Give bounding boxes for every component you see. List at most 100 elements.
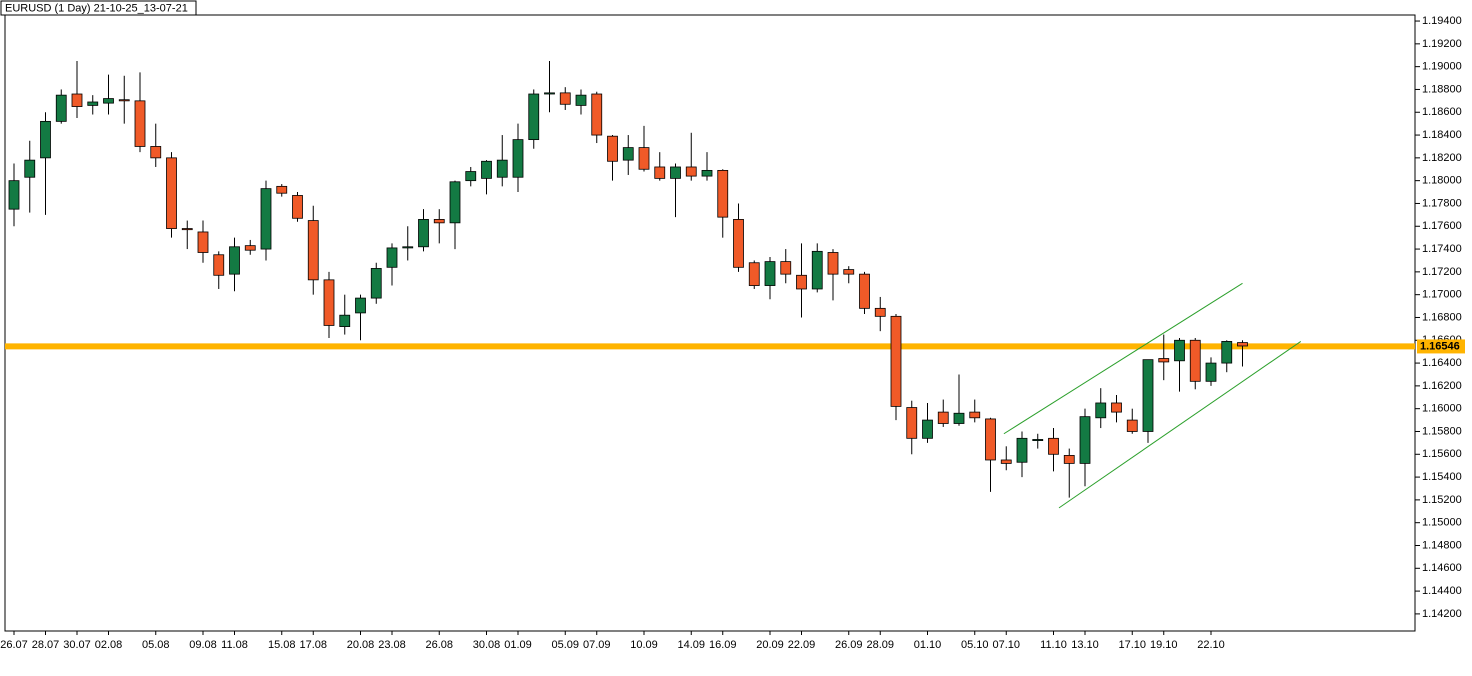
x-tick-label: 16.09 [709,639,737,651]
plot-frame [4,14,1416,632]
candle-body [386,247,398,268]
x-tick-label: 07.09 [583,639,611,651]
y-tick-label: 1.15400 [1422,471,1462,483]
candle-body [402,246,414,249]
candle-body [922,419,933,439]
candle-body [906,407,918,439]
candle-body [134,100,146,147]
x-tick-label: 11.10 [1040,639,1067,651]
candle-body [244,245,256,251]
last-price-tag [1417,339,1465,354]
x-tick-label: 30.08 [473,639,501,651]
y-tick-label: 1.19000 [1422,61,1462,73]
y-tick-label: 1.14800 [1422,539,1462,551]
candle-body [8,180,20,210]
candle-body [748,262,760,286]
y-tick-label: 1.15200 [1422,494,1462,506]
candle-body [1048,437,1059,455]
candle-body [213,254,225,276]
candle-body [874,307,886,317]
candle-body [1142,359,1154,432]
candle-body [937,411,949,424]
y-tick-label: 1.17600 [1422,220,1462,232]
candle-body [1032,439,1044,442]
candle-body [323,279,335,326]
candle-body [685,166,697,177]
candle-body [1016,437,1028,463]
candle-body [559,92,571,105]
candle-body [1126,419,1138,432]
y-tick-label: 1.18200 [1422,152,1462,164]
y-tick-label: 1.15600 [1422,448,1462,460]
candle-body [607,135,618,162]
candle-body [1205,362,1217,382]
candle-body [544,92,555,95]
candle-body [166,157,177,229]
candle-body [969,411,981,419]
last-price-label: 1.16546 [1420,340,1460,352]
x-tick-label: 28.09 [866,639,894,651]
x-tick-label: 26.08 [425,639,453,651]
candle-body [481,160,492,179]
x-tick-label: 26.09 [835,639,863,651]
candle-body [717,169,729,218]
x-tick-label: 09.08 [189,639,217,651]
candle-body [55,94,67,122]
x-tick-label: 10.09 [630,639,658,651]
x-tick-label: 20.08 [347,639,375,651]
y-tick-label: 1.16800 [1422,311,1462,323]
candle-body [292,195,303,219]
candle-body [150,146,162,159]
candle-body [339,314,351,327]
y-tick-label: 1.14200 [1422,608,1462,620]
candle-body [355,297,366,314]
candle-body [985,418,996,461]
candle-body [764,261,776,286]
candle-body [670,166,681,179]
y-tick-label: 1.15800 [1422,425,1462,437]
x-tick-label: 26.07 [0,639,28,651]
y-tick-label: 1.17400 [1422,243,1462,255]
x-tick-label: 23.08 [378,639,406,651]
candle-body [307,220,319,281]
y-tick-label: 1.14400 [1422,585,1462,597]
y-tick-label: 1.19400 [1422,15,1462,27]
candle-body [1079,416,1091,464]
candle-body [40,120,51,159]
y-tick-label: 1.18000 [1422,175,1462,187]
candle-body [276,185,288,194]
candle-body [638,147,650,170]
candle-body [1095,402,1107,419]
x-tick-label: 15.08 [268,639,296,651]
chart-title: EURUSD (1 Day) 21-10-25_13-07-21 [5,2,188,14]
candle-body [418,219,429,248]
y-tick-label: 1.14600 [1422,562,1462,574]
candle-body [890,315,902,407]
candle-body [260,188,272,250]
candle-body [118,99,130,102]
candle-body [197,231,209,253]
candle-body [1189,339,1201,382]
candle-body [181,228,193,231]
x-tick-label: 11.08 [221,639,248,651]
candle-body [859,273,870,309]
x-tick-label: 01.10 [914,639,942,651]
candle-body [1111,402,1122,413]
candle-body [1063,455,1075,464]
candle-body [733,219,744,268]
y-tick-label: 1.16400 [1422,357,1462,369]
y-tick-label: 1.19200 [1422,38,1462,50]
candle-body [780,261,792,275]
x-tick-label: 17.08 [299,639,327,651]
candle-body [591,93,603,136]
candle-body [528,93,540,141]
y-tick-label: 1.18400 [1422,129,1462,141]
x-tick-label: 22.10 [1197,639,1225,651]
candle-body [103,98,114,104]
candle-body [1237,342,1248,347]
y-tick-label: 1.17200 [1422,266,1462,278]
candle-body [1221,341,1233,364]
candle-body [370,268,382,299]
